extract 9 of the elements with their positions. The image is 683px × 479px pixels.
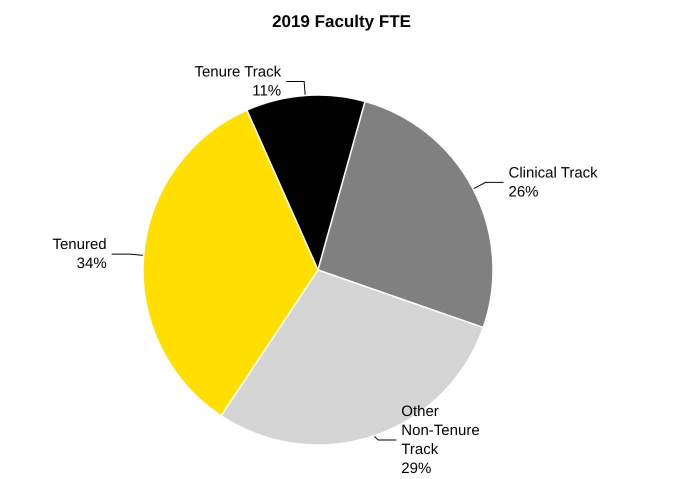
slice-label: Tenured (52, 236, 107, 254)
chart-title: 2019 Faculty FTE (272, 12, 411, 31)
slice-label: Tenure Track (194, 64, 282, 81)
data-label: 29% (401, 460, 432, 477)
slice-label: Other Non-Tenure Track (401, 403, 484, 458)
data-label: 11% (252, 82, 282, 100)
data-label: 34% (76, 255, 107, 272)
data-label: 26% (508, 183, 539, 200)
slice-label: Clinical Track (508, 164, 598, 182)
